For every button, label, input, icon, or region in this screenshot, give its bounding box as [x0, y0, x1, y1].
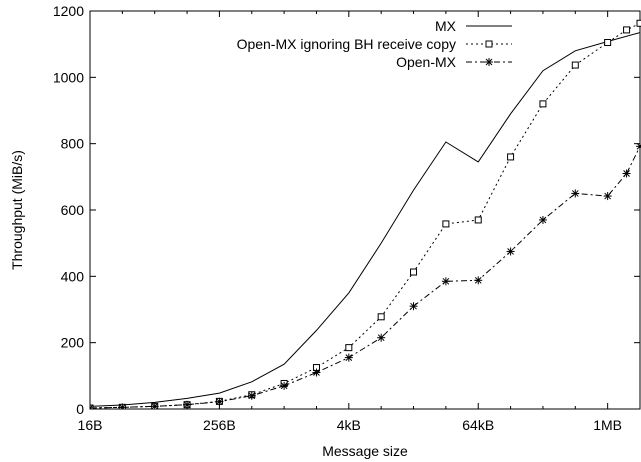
y-tick-label: 0	[76, 401, 84, 417]
data-point	[409, 302, 418, 311]
y-tick-label: 1200	[53, 3, 84, 19]
data-point	[312, 368, 321, 377]
data-point	[215, 397, 224, 406]
x-tick-label: 1MB	[593, 417, 622, 433]
data-point	[90, 404, 94, 409]
data-point	[571, 61, 579, 69]
data-point	[539, 100, 547, 108]
data-point	[622, 169, 631, 178]
legend: MX Open-MX ignoring BH receive copy Open-M…	[237, 18, 512, 70]
x-axis-label: Message size	[322, 443, 408, 459]
series-layer	[90, 19, 641, 409]
plot-frame	[89, 10, 641, 410]
data-point	[345, 344, 353, 352]
series-line	[90, 22, 641, 409]
y-axis-label: Throughput (MiB/s)	[9, 150, 25, 270]
data-point	[571, 189, 580, 198]
legend-label: MX	[435, 18, 457, 34]
y-tick-label: 800	[61, 136, 85, 152]
data-point	[474, 216, 482, 224]
x-tick-label: 64kB	[462, 417, 494, 433]
series-1	[90, 19, 641, 409]
legend-marker	[485, 40, 493, 48]
data-point	[344, 353, 353, 362]
legend-label: Open-MX ignoring BH receive copy	[237, 36, 456, 52]
axes: 0 200 400 600 800 1000 1200 16B 256B 4kB 64kB 1MB	[53, 3, 641, 433]
data-point	[150, 402, 159, 409]
series-line	[90, 146, 641, 409]
data-point	[410, 268, 418, 276]
y-tick-label: 200	[61, 335, 85, 351]
data-point	[377, 313, 385, 321]
data-point	[183, 400, 192, 409]
x-tick-label: 4kB	[337, 417, 361, 433]
data-point	[636, 19, 641, 27]
data-point	[538, 215, 547, 224]
y-tick-label: 400	[61, 268, 85, 284]
data-point	[442, 220, 450, 228]
data-point	[506, 247, 515, 256]
series-line	[90, 32, 641, 407]
data-point	[118, 403, 127, 409]
legend-marker	[485, 58, 493, 66]
data-point	[623, 26, 631, 34]
x-tick-label: 16B	[78, 417, 103, 433]
x-tick-label: 256B	[203, 417, 236, 433]
y-tick-label: 600	[61, 202, 85, 218]
data-point	[507, 153, 515, 161]
legend-label: Open-MX	[396, 54, 457, 70]
data-point	[603, 192, 612, 201]
data-point	[474, 276, 483, 285]
data-point	[247, 391, 256, 400]
series-0	[90, 32, 641, 407]
data-point	[377, 333, 386, 342]
data-point	[280, 381, 289, 390]
data-point	[636, 142, 641, 151]
series-2	[90, 142, 641, 409]
data-point	[604, 39, 612, 47]
data-point	[441, 277, 450, 286]
y-tick-label: 1000	[53, 69, 84, 85]
